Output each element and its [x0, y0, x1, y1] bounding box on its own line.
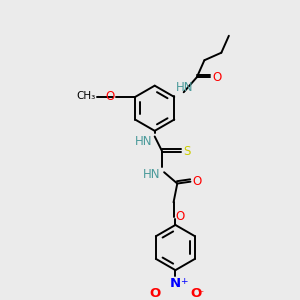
Text: HN: HN [143, 169, 160, 182]
Text: S: S [183, 145, 190, 158]
Text: O: O [190, 287, 202, 300]
Text: O: O [105, 89, 114, 103]
Text: O: O [192, 175, 202, 188]
Text: O: O [149, 287, 160, 300]
Text: methoxy: methoxy [97, 95, 103, 97]
Text: O: O [176, 210, 185, 223]
Text: O: O [212, 71, 221, 84]
Text: HN: HN [176, 81, 194, 94]
Text: ⁻: ⁻ [197, 288, 203, 300]
Text: N: N [170, 277, 181, 290]
Text: CH₃: CH₃ [76, 91, 96, 101]
Text: HN: HN [135, 135, 153, 148]
Text: +: + [180, 277, 188, 286]
